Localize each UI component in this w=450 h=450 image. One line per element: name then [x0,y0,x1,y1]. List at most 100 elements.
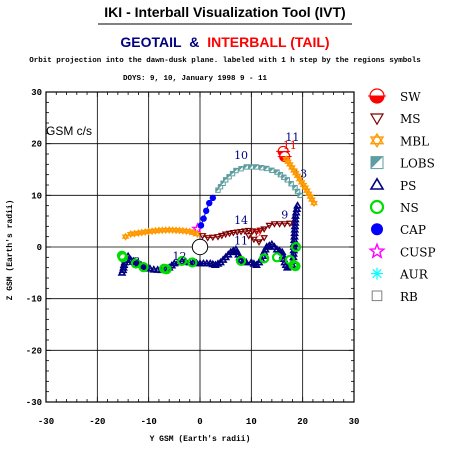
star-of-david-icon [369,132,385,149]
marker-lobs [264,165,270,172]
marker-mbl [193,230,202,239]
legend-item-aur: AUR [371,267,429,282]
marker-ms [229,229,238,237]
hour-label: 12 [172,250,186,263]
x-tick-label: -30 [38,417,54,427]
legend-item-cap: CAP [371,223,426,237]
marker-ns [290,261,301,272]
interball-orbit: 11 9 [121,139,318,246]
marker-ps [160,264,170,272]
plot-area: -30 -20 -10 0 10 20 30 30 20 10 0 -10 -20 -30 10 11 12 13… [26,88,360,427]
star-icon [368,242,386,259]
frame-label: GSM c/s [46,124,92,138]
marker-mbl [121,232,130,241]
marker-ms [244,227,253,235]
marker-ps [223,250,233,258]
x-tick-label: 0 [197,417,202,427]
marker-cap [209,194,217,202]
x-tick-label: -20 [89,417,105,427]
tool-title: IKI - Interball Visualization Tool (IVT) [104,4,345,20]
marker-ms [198,233,207,240]
legend-item-ps: PS [369,177,416,193]
legend-label: LOBS [400,157,435,171]
marker-ms [265,222,274,230]
marker-lobs [253,164,260,170]
marker-cap [202,207,210,215]
marker-ms [208,234,217,242]
x-tick-label: 20 [297,417,308,427]
hour-label: 9 [281,209,288,222]
marker-ms [275,221,284,228]
marker-ps [177,256,187,265]
marker-ps [173,257,183,266]
marker-ms [225,230,234,238]
x-tick-label: 30 [349,417,360,427]
mission-interball-label: INTERBALL (TAIL) [207,34,329,50]
marker-ms [244,233,253,240]
legend-item-rb: RB [371,290,418,304]
marker-lobs [258,164,265,171]
marker-ns [117,252,129,263]
marker-cap [206,199,213,207]
legend-label: AUR [399,268,429,282]
marker-lobs [233,167,239,174]
marker-ms [221,231,230,239]
legend-item-ns: NS [369,199,419,215]
y-tick-label: 20 [31,140,42,150]
marker-ms [256,227,265,235]
marker-lobs [284,177,290,183]
x-tick-label: 10 [246,417,257,427]
marker-ms [260,235,269,242]
marker-ps [126,255,136,263]
marker-ps [119,263,128,271]
hour-label: 10 [234,149,248,162]
y-axis-title: Z GSM (Earth's radii) [6,200,15,301]
legend-label: RB [400,290,418,304]
marker-lobs [248,164,255,170]
y-tick-label: 0 [37,243,42,253]
marker-lobs [297,192,303,199]
marker-lobs [288,181,294,187]
marker-cap [200,215,207,222]
legend-item-cusp: CUSP [368,242,436,259]
marker-ps [218,255,228,263]
marker-ms [237,228,245,236]
marker-ps [226,247,236,256]
square-icon [371,290,383,302]
x-tick-label: -10 [141,417,157,427]
marker-ms [260,226,269,233]
legend-label: MS [400,112,421,126]
marker-ns [235,255,247,267]
marker-ms [280,221,289,228]
marker-ns [187,257,198,268]
mission-amp: & [189,34,199,50]
y-tick-label: -10 [26,295,42,305]
marker-ms [250,236,258,244]
legend-item-sw: SW [368,88,421,104]
y-tick-label: 10 [31,191,42,201]
marker-ms [255,239,263,246]
hour-label: 14 [234,214,248,227]
down-triangle-icon [369,113,385,126]
y-tick-label: -20 [26,346,42,356]
marker-ps [249,259,259,267]
marker-lobs [269,167,275,173]
legend-label: PS [400,179,416,193]
marker-ns [271,252,283,263]
marker-ms [285,220,294,228]
marker-ms [248,228,257,235]
marker-ms [252,228,261,236]
half-square-icon [370,156,384,170]
marker-lobs [238,166,244,172]
marker-ns [290,241,302,253]
marker-ms [203,235,212,242]
marker-ms [241,228,249,235]
subtitle: Orbit projection into the dawn-dusk plan… [29,57,421,65]
y-tick-label: 30 [31,88,42,98]
asterisk-icon [371,267,383,280]
hour-label: 11 [283,139,297,152]
legend-label: CUSP [400,245,436,259]
time-range: DOYS: 9, 10, January 1998 9 - 11 [123,75,268,83]
